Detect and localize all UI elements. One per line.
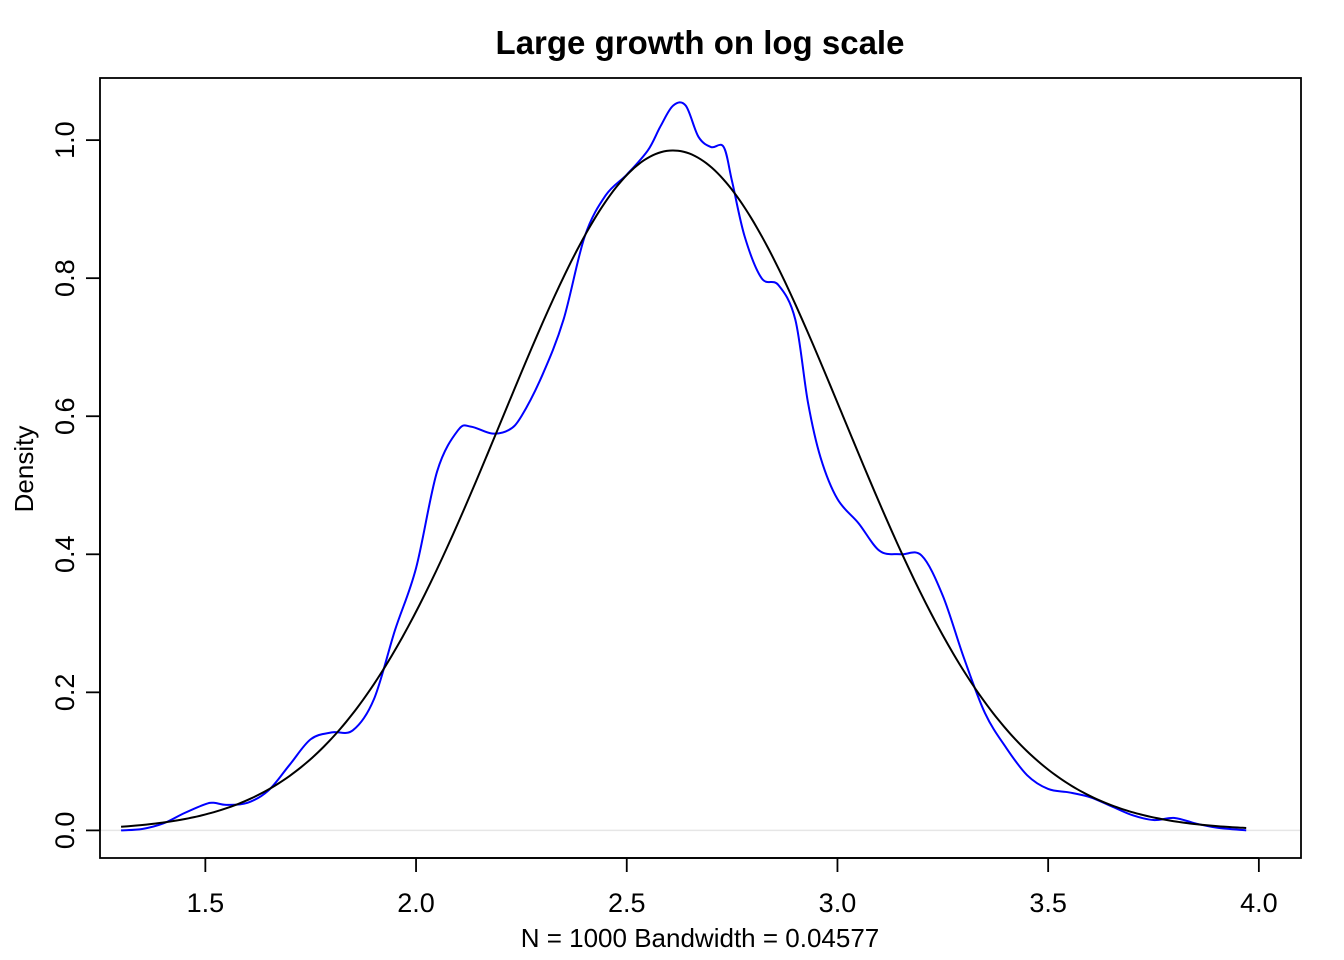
y-tick-label: 0.2: [50, 674, 80, 712]
x-axis: 1.5 2.0 2.5 3.0 3.5 4.0: [187, 857, 1278, 918]
chart-title: Large growth on log scale: [496, 24, 905, 61]
x-tick-label: 3.5: [1029, 888, 1067, 918]
y-tick-label: 0.8: [50, 259, 80, 297]
x-tick-label: 4.0: [1240, 888, 1278, 918]
y-axis: 0.0 0.2 0.4 0.6 0.8 1.0: [50, 121, 101, 850]
y-axis-label: Density: [9, 426, 39, 513]
density-line: [121, 101, 1247, 832]
x-axis-label: N = 1000 Bandwidth = 0.04577: [521, 923, 880, 953]
x-tick-label: 3.0: [819, 888, 857, 918]
x-tick-label: 1.5: [187, 888, 225, 918]
normal-curve-line: [121, 149, 1247, 829]
y-tick-label: 1.0: [50, 121, 80, 159]
y-tick-label: 0.4: [50, 536, 80, 574]
y-tick-label: 0.6: [50, 397, 80, 435]
plot-frame: [99, 77, 1302, 859]
series-layer: [121, 101, 1247, 832]
x-tick-label: 2.5: [608, 888, 646, 918]
x-tick-label: 2.0: [397, 888, 435, 918]
y-tick-label: 0.0: [50, 812, 80, 850]
